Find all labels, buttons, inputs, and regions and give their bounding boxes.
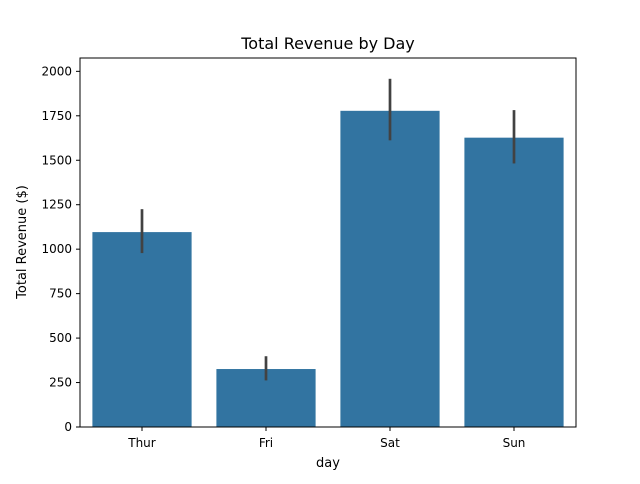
x-axis-label: day	[316, 456, 340, 471]
bar-sun	[464, 137, 564, 427]
y-tick-label-0: 0	[64, 420, 72, 434]
plot-frame	[79, 57, 577, 428]
errorbars-layer	[140, 78, 516, 381]
y-tick-label-750: 750	[49, 287, 72, 301]
axes-layer	[79, 57, 577, 428]
y-tick-label-1250: 1250	[41, 198, 72, 212]
y-tick-label-2000: 2000	[41, 64, 72, 78]
bar-sat	[340, 110, 440, 427]
y-tick-label-1750: 1750	[41, 109, 72, 123]
x-tick-label-fri: Fri	[259, 436, 273, 450]
y-tick-label-1000: 1000	[41, 242, 72, 256]
y-ticks: 0 250 500 750 1000 1250 1500 1750 2000	[41, 64, 80, 434]
y-tick-label-500: 500	[49, 331, 72, 345]
bar-thur	[92, 232, 192, 427]
bars-layer	[92, 110, 564, 427]
y-axis-label: Total Revenue ($)	[15, 185, 30, 300]
chart-title: Total Revenue by Day	[240, 34, 415, 53]
x-tick-label-sun: Sun	[503, 436, 526, 450]
x-tick-label-sat: Sat	[380, 436, 400, 450]
y-tick-label-1500: 1500	[41, 153, 72, 167]
y-tick-label-250: 250	[49, 376, 72, 390]
x-ticks: Thur Fri Sat Sun	[127, 427, 525, 450]
x-tick-label-thur: Thur	[127, 436, 156, 450]
